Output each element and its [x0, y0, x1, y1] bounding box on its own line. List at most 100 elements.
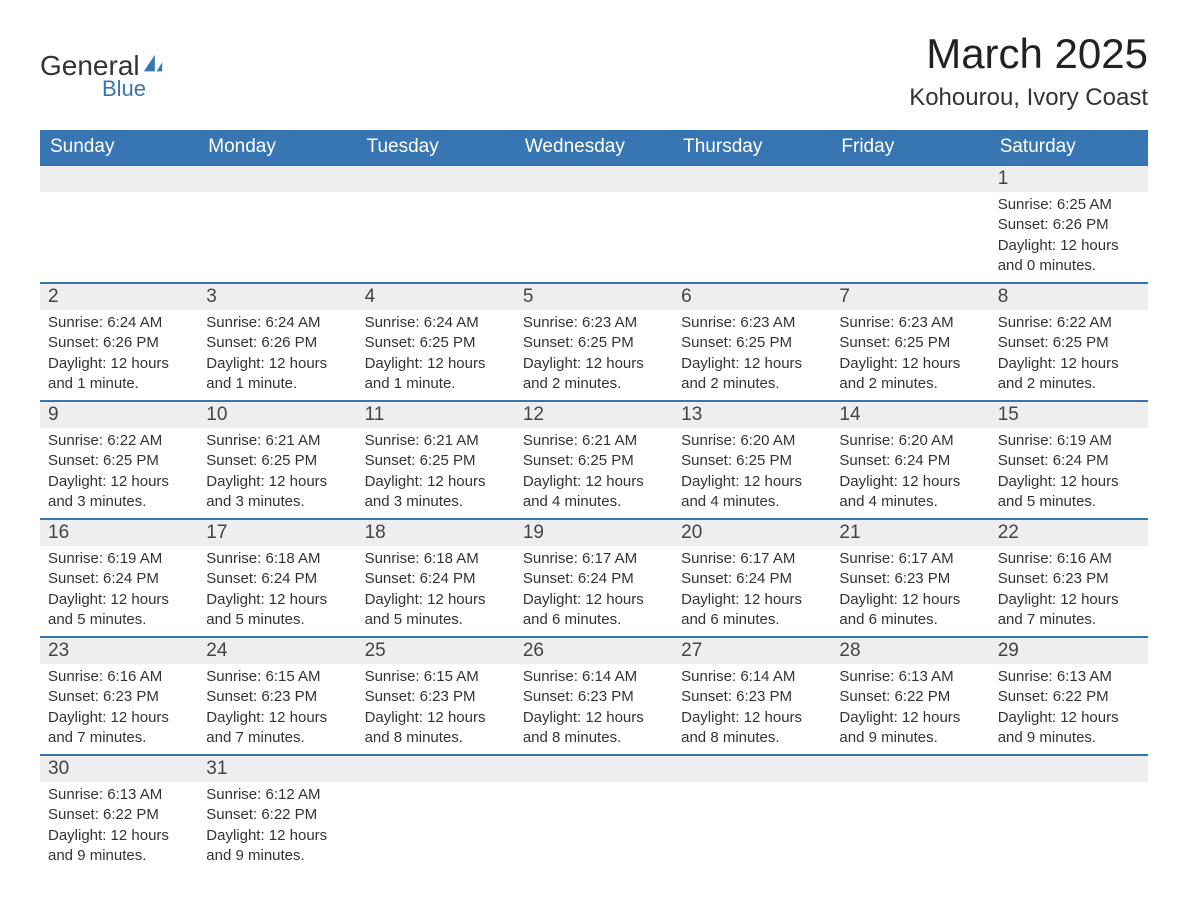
calendar-day-cell	[831, 755, 989, 872]
sunset-line: Sunset: 6:24 PM	[998, 451, 1140, 471]
calendar-table: Sunday Monday Tuesday Wednesday Thursday…	[40, 130, 1148, 872]
day-info: Sunrise: 6:23 AMSunset: 6:25 PMDaylight:…	[673, 310, 831, 400]
day-number: 22	[990, 520, 1148, 546]
calendar-week-row: 23Sunrise: 6:16 AMSunset: 6:23 PMDayligh…	[40, 637, 1148, 755]
logo: General Blue	[40, 50, 164, 102]
weekday-header: Wednesday	[515, 130, 673, 165]
calendar-day-cell	[831, 165, 989, 283]
daylight-line: Daylight: 12 hours and 7 minutes.	[206, 708, 348, 749]
empty-day	[515, 166, 673, 192]
day-number: 1	[990, 166, 1148, 192]
calendar-day-cell: 24Sunrise: 6:15 AMSunset: 6:23 PMDayligh…	[198, 637, 356, 755]
calendar-day-cell: 7Sunrise: 6:23 AMSunset: 6:25 PMDaylight…	[831, 283, 989, 401]
empty-day	[831, 166, 989, 192]
sunrise-line: Sunrise: 6:20 AM	[681, 431, 823, 451]
sunset-line: Sunset: 6:25 PM	[365, 451, 507, 471]
daylight-line: Daylight: 12 hours and 1 minute.	[206, 354, 348, 395]
day-info: Sunrise: 6:15 AMSunset: 6:23 PMDaylight:…	[357, 664, 515, 754]
empty-day	[357, 756, 515, 782]
empty-day	[831, 756, 989, 782]
daylight-line: Daylight: 12 hours and 2 minutes.	[998, 354, 1140, 395]
day-number: 17	[198, 520, 356, 546]
calendar-day-cell	[673, 755, 831, 872]
sunset-line: Sunset: 6:23 PM	[48, 687, 190, 707]
calendar-day-cell: 1Sunrise: 6:25 AMSunset: 6:26 PMDaylight…	[990, 165, 1148, 283]
day-info: Sunrise: 6:14 AMSunset: 6:23 PMDaylight:…	[515, 664, 673, 754]
empty-day	[198, 166, 356, 192]
sunrise-line: Sunrise: 6:13 AM	[839, 667, 981, 687]
calendar-day-cell: 26Sunrise: 6:14 AMSunset: 6:23 PMDayligh…	[515, 637, 673, 755]
daylight-line: Daylight: 12 hours and 2 minutes.	[839, 354, 981, 395]
sunrise-line: Sunrise: 6:24 AM	[365, 313, 507, 333]
sunset-line: Sunset: 6:22 PM	[998, 687, 1140, 707]
daylight-line: Daylight: 12 hours and 3 minutes.	[365, 472, 507, 513]
daylight-line: Daylight: 12 hours and 0 minutes.	[998, 236, 1140, 277]
calendar-week-row: 2Sunrise: 6:24 AMSunset: 6:26 PMDaylight…	[40, 283, 1148, 401]
daylight-line: Daylight: 12 hours and 3 minutes.	[206, 472, 348, 513]
sunrise-line: Sunrise: 6:15 AM	[365, 667, 507, 687]
day-number: 20	[673, 520, 831, 546]
sunrise-line: Sunrise: 6:22 AM	[998, 313, 1140, 333]
day-number: 15	[990, 402, 1148, 428]
sunrise-line: Sunrise: 6:17 AM	[839, 549, 981, 569]
day-info: Sunrise: 6:18 AMSunset: 6:24 PMDaylight:…	[198, 546, 356, 636]
day-info: Sunrise: 6:16 AMSunset: 6:23 PMDaylight:…	[990, 546, 1148, 636]
day-info: Sunrise: 6:12 AMSunset: 6:22 PMDaylight:…	[198, 782, 356, 872]
calendar-day-cell: 15Sunrise: 6:19 AMSunset: 6:24 PMDayligh…	[990, 401, 1148, 519]
calendar-day-cell: 20Sunrise: 6:17 AMSunset: 6:24 PMDayligh…	[673, 519, 831, 637]
day-number: 19	[515, 520, 673, 546]
daylight-line: Daylight: 12 hours and 1 minute.	[48, 354, 190, 395]
weekday-header: Sunday	[40, 130, 198, 165]
day-info: Sunrise: 6:17 AMSunset: 6:24 PMDaylight:…	[515, 546, 673, 636]
sunset-line: Sunset: 6:23 PM	[998, 569, 1140, 589]
calendar-day-cell: 30Sunrise: 6:13 AMSunset: 6:22 PMDayligh…	[40, 755, 198, 872]
daylight-line: Daylight: 12 hours and 1 minute.	[365, 354, 507, 395]
sunrise-line: Sunrise: 6:17 AM	[523, 549, 665, 569]
calendar-day-cell: 25Sunrise: 6:15 AMSunset: 6:23 PMDayligh…	[357, 637, 515, 755]
day-number: 10	[198, 402, 356, 428]
day-info: Sunrise: 6:21 AMSunset: 6:25 PMDaylight:…	[357, 428, 515, 518]
calendar-day-cell	[990, 755, 1148, 872]
calendar-day-cell: 29Sunrise: 6:13 AMSunset: 6:22 PMDayligh…	[990, 637, 1148, 755]
sunrise-line: Sunrise: 6:24 AM	[206, 313, 348, 333]
sunrise-line: Sunrise: 6:12 AM	[206, 785, 348, 805]
sunrise-line: Sunrise: 6:20 AM	[839, 431, 981, 451]
day-info: Sunrise: 6:21 AMSunset: 6:25 PMDaylight:…	[515, 428, 673, 518]
day-number: 29	[990, 638, 1148, 664]
day-number: 11	[357, 402, 515, 428]
daylight-line: Daylight: 12 hours and 5 minutes.	[48, 590, 190, 631]
daylight-line: Daylight: 12 hours and 9 minutes.	[206, 826, 348, 867]
day-info: Sunrise: 6:24 AMSunset: 6:26 PMDaylight:…	[198, 310, 356, 400]
calendar-day-cell: 31Sunrise: 6:12 AMSunset: 6:22 PMDayligh…	[198, 755, 356, 872]
day-number: 5	[515, 284, 673, 310]
daylight-line: Daylight: 12 hours and 2 minutes.	[523, 354, 665, 395]
empty-day	[515, 756, 673, 782]
sunrise-line: Sunrise: 6:17 AM	[681, 549, 823, 569]
day-info: Sunrise: 6:13 AMSunset: 6:22 PMDaylight:…	[831, 664, 989, 754]
day-number: 31	[198, 756, 356, 782]
calendar-day-cell: 10Sunrise: 6:21 AMSunset: 6:25 PMDayligh…	[198, 401, 356, 519]
day-info: Sunrise: 6:15 AMSunset: 6:23 PMDaylight:…	[198, 664, 356, 754]
sunset-line: Sunset: 6:25 PM	[365, 333, 507, 353]
daylight-line: Daylight: 12 hours and 6 minutes.	[681, 590, 823, 631]
day-info: Sunrise: 6:14 AMSunset: 6:23 PMDaylight:…	[673, 664, 831, 754]
sunset-line: Sunset: 6:26 PM	[48, 333, 190, 353]
sunrise-line: Sunrise: 6:21 AM	[523, 431, 665, 451]
sunrise-line: Sunrise: 6:15 AM	[206, 667, 348, 687]
day-info: Sunrise: 6:24 AMSunset: 6:25 PMDaylight:…	[357, 310, 515, 400]
day-number: 8	[990, 284, 1148, 310]
sunset-line: Sunset: 6:26 PM	[206, 333, 348, 353]
title-block: March 2025 Kohourou, Ivory Coast	[909, 30, 1148, 118]
sunrise-line: Sunrise: 6:23 AM	[681, 313, 823, 333]
sunset-line: Sunset: 6:25 PM	[681, 333, 823, 353]
day-info: Sunrise: 6:23 AMSunset: 6:25 PMDaylight:…	[831, 310, 989, 400]
day-number: 16	[40, 520, 198, 546]
day-info: Sunrise: 6:13 AMSunset: 6:22 PMDaylight:…	[990, 664, 1148, 754]
logo-text-blue: Blue	[102, 76, 164, 102]
daylight-line: Daylight: 12 hours and 8 minutes.	[365, 708, 507, 749]
sunset-line: Sunset: 6:25 PM	[523, 451, 665, 471]
calendar-week-row: 30Sunrise: 6:13 AMSunset: 6:22 PMDayligh…	[40, 755, 1148, 872]
weekday-header: Thursday	[673, 130, 831, 165]
sunrise-line: Sunrise: 6:21 AM	[365, 431, 507, 451]
calendar-week-row: 16Sunrise: 6:19 AMSunset: 6:24 PMDayligh…	[40, 519, 1148, 637]
